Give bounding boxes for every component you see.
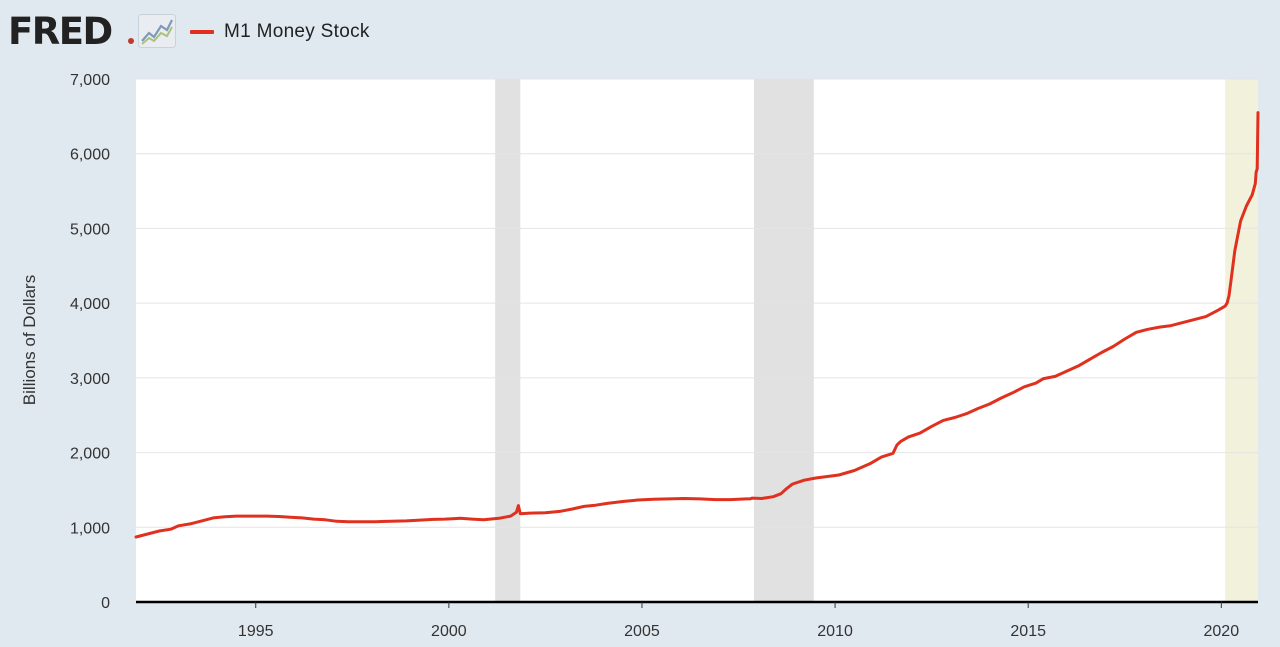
plot-area (136, 79, 1258, 602)
chart-header: FRED M1 Money Stock (0, 0, 1280, 64)
y-tick-label: 2,000 (70, 446, 110, 463)
logo-registered-dot (128, 38, 134, 44)
y-tick-label: 7,000 (70, 72, 110, 89)
x-axis-ticks: 1995 2000 2005 2010 2015 2020 (238, 602, 1239, 640)
gridlines (136, 78, 1258, 528)
y-tick-label: 0 (101, 595, 110, 612)
shaded-period-covid (1225, 79, 1258, 602)
x-tick-label: 2005 (624, 623, 660, 640)
shaded-period-recession (753, 79, 814, 602)
x-tick-label: 2020 (1204, 623, 1240, 640)
y-tick-label: 5,000 (70, 221, 110, 238)
y-axis-title: Billions of Dollars (20, 275, 39, 405)
fred-logo[interactable]: FRED (8, 10, 113, 53)
trend-chart-icon (138, 14, 176, 48)
y-tick-label: 3,000 (70, 371, 110, 388)
x-tick-label: 2010 (817, 623, 853, 640)
x-tick-label: 2000 (431, 623, 467, 640)
legend-label: M1 Money Stock (224, 21, 370, 42)
legend-swatch (190, 30, 214, 34)
shaded-period-recession (495, 79, 521, 602)
y-tick-label: 4,000 (70, 296, 110, 313)
y-tick-label: 6,000 (70, 147, 110, 164)
y-axis-ticks: 0 1,000 2,000 3,000 4,000 5,000 6,000 7,000 (70, 72, 110, 612)
legend[interactable]: M1 Money Stock (190, 18, 370, 46)
x-tick-label: 1995 (238, 623, 274, 640)
shaded-periods (495, 79, 1258, 602)
series-line-m1-money-stock[interactable] (134, 111, 1260, 539)
y-tick-label: 1,000 (70, 520, 110, 537)
series-layer (134, 111, 1260, 539)
x-tick-label: 2015 (1010, 623, 1046, 640)
